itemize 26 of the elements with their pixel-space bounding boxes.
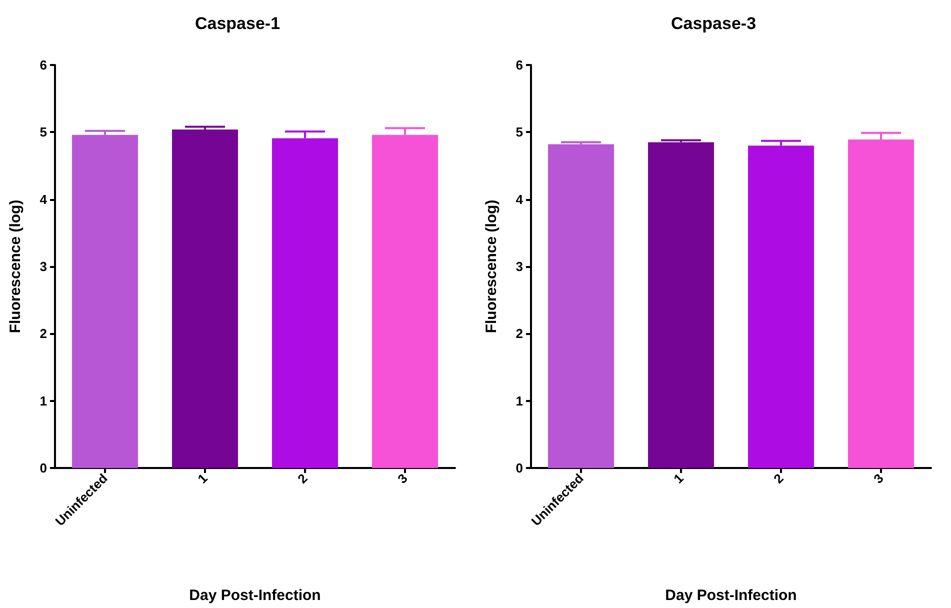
y-tick-label: 5 — [516, 124, 523, 140]
chart-title: Caspase-3 — [670, 14, 756, 33]
y-tick-label: 0 — [40, 460, 47, 476]
chart-title: Caspase-1 — [194, 14, 280, 33]
y-tick-label: 3 — [40, 259, 47, 274]
y-tick-label: 6 — [516, 58, 523, 72]
y-axis-title: Fluorescence (log) — [7, 200, 24, 334]
y-tick-label: 0 — [516, 460, 523, 476]
x-tick-label: 2 — [294, 470, 310, 486]
x-tick-label: 1 — [670, 470, 686, 486]
x-tick-label: 3 — [870, 470, 886, 486]
x-tick-label: 2 — [770, 470, 786, 486]
y-tick-label: 5 — [40, 124, 47, 140]
y-tick-label: 2 — [516, 326, 523, 342]
y-tick-label: 1 — [516, 393, 523, 408]
y-tick-label: 4 — [40, 192, 48, 207]
x-axis-title: Day Post-Infection — [189, 587, 321, 604]
y-tick-label: 4 — [516, 192, 524, 207]
y-axis-title: Fluorescence (log) — [483, 200, 500, 334]
x-tick-label: 3 — [394, 470, 410, 486]
y-tick-label: 1 — [40, 393, 47, 408]
y-tick-label: 6 — [40, 58, 47, 72]
y-tick-label: 2 — [40, 326, 47, 342]
y-tick-label: 3 — [516, 259, 523, 274]
x-axis-title: Day Post-Infection — [665, 587, 797, 604]
x-tick-label: 1 — [194, 470, 210, 486]
